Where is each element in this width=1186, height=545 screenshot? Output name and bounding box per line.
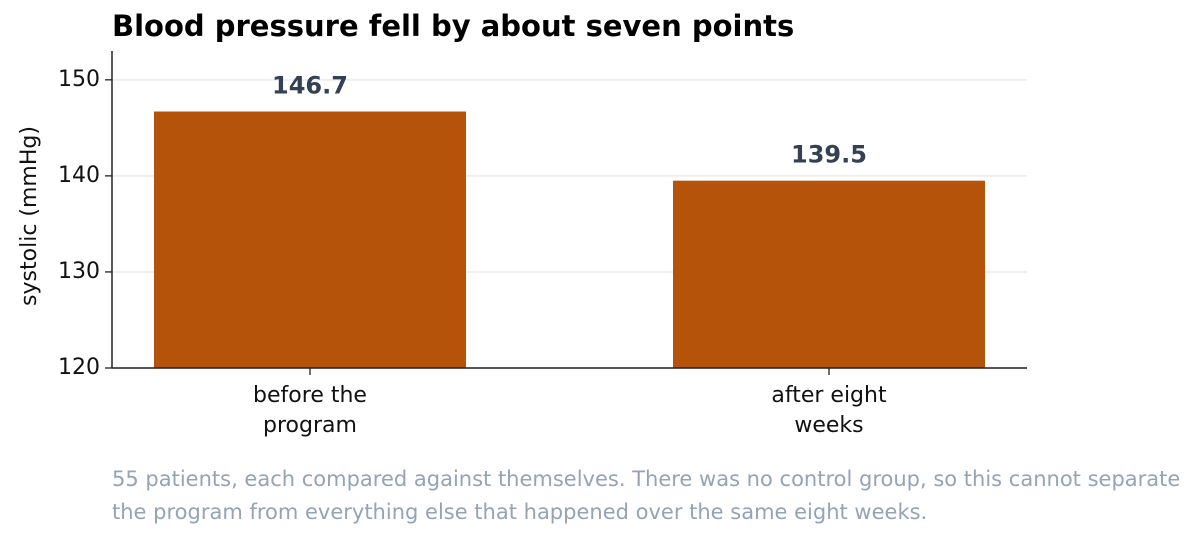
- y-axis-label: systolic (mmHg): [17, 126, 42, 306]
- value-label: 146.7: [272, 72, 348, 100]
- footnote: 55 patients, each compared against thems…: [112, 467, 1181, 524]
- x-tick-label: after eight weeks: [771, 383, 887, 438]
- y-tick-label: 120: [58, 355, 100, 380]
- x-tick-label: before the program: [253, 383, 367, 438]
- bar: [673, 180, 985, 368]
- y-tick-label: 140: [58, 163, 100, 188]
- bar: [154, 111, 466, 368]
- chart-title: Blood pressure fell by about seven point…: [112, 9, 794, 43]
- y-tick-label: 150: [58, 67, 100, 92]
- y-tick-label: 130: [58, 259, 100, 284]
- value-label: 139.5: [791, 141, 867, 169]
